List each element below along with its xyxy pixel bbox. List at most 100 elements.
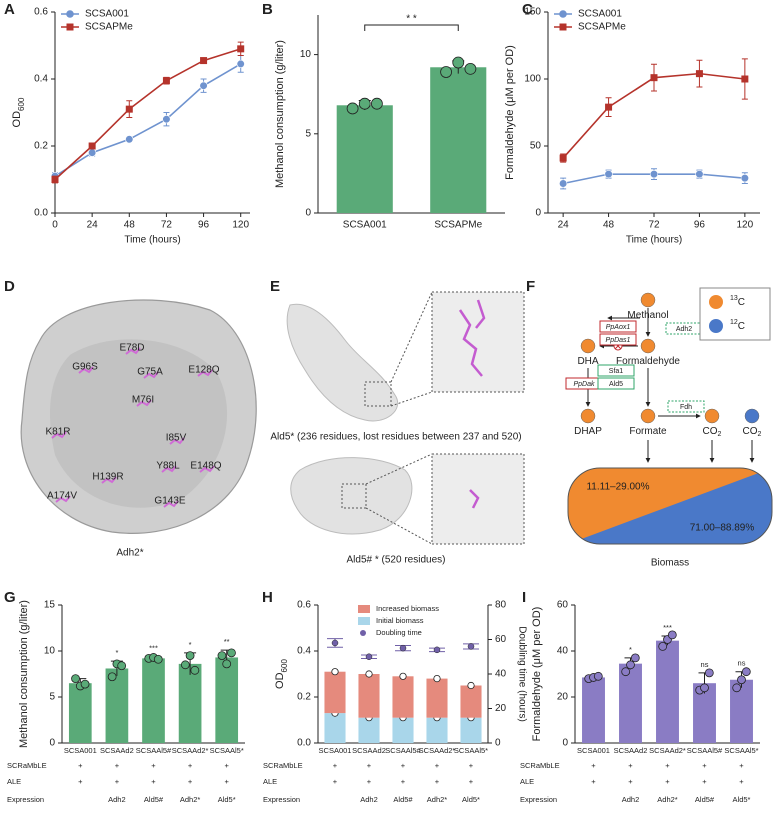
replicate-point <box>358 97 371 110</box>
replicate-point <box>227 648 236 658</box>
row-cell: + <box>367 777 372 786</box>
replicate-point <box>626 660 635 670</box>
residue-stick <box>161 465 177 473</box>
y2-tick-label: 20 <box>495 703 507 714</box>
panel-label: A <box>4 1 15 18</box>
metabolite-label: DHAP <box>574 426 602 437</box>
zoom-lines <box>365 453 433 545</box>
marker <box>649 170 659 179</box>
replicate-point <box>107 672 117 682</box>
bar <box>656 640 679 743</box>
series-line <box>54 63 242 177</box>
row-cell: Ald5* <box>733 795 751 804</box>
replicate-point <box>741 667 751 677</box>
structure-caption: Adh2* <box>116 548 143 559</box>
biomass-outline <box>567 467 773 545</box>
legend-label: SCSA001 <box>578 9 622 20</box>
replicate-point <box>464 62 477 75</box>
metabolite-label: CO2 <box>703 426 722 439</box>
replicate-point <box>737 675 746 685</box>
marker <box>200 57 208 65</box>
replicate-point <box>440 66 452 78</box>
row-cell: + <box>401 777 406 786</box>
x-tick-label: 24 <box>87 220 99 231</box>
row-cell: + <box>78 777 83 786</box>
row-label: SCRaMbLE <box>263 761 303 770</box>
y-tick-label: 100 <box>524 74 541 85</box>
residue-stick <box>169 437 185 445</box>
y-axis-label: OD600 <box>274 659 289 689</box>
marker <box>650 74 658 82</box>
replicate-point <box>667 630 677 640</box>
mutation-label: H139R <box>92 472 123 483</box>
bar-segment <box>426 717 448 743</box>
mutation-label: K81R <box>45 427 70 438</box>
y-axis-label: Formaldehyde (μM per OD) <box>504 45 516 180</box>
mutation-label: G143E <box>154 496 185 507</box>
bar-segment <box>358 717 380 743</box>
metabolite-node <box>744 408 760 424</box>
significance: * <box>115 648 118 657</box>
row-cell: + <box>367 761 372 770</box>
replicate-point <box>117 661 127 671</box>
row-cell: + <box>665 777 670 786</box>
legend-marker <box>709 319 723 333</box>
x-tick-label: SCSA001 <box>343 220 387 231</box>
mutation-label: G96S <box>72 362 98 373</box>
significance: *** <box>149 644 158 653</box>
y-tick-label: 0 <box>562 738 568 749</box>
protein-ribbon <box>286 303 398 422</box>
metabolite-label: Formaldehyde <box>616 356 680 367</box>
row-cell: + <box>188 777 193 786</box>
bar <box>142 658 165 743</box>
row-cell: + <box>702 761 707 770</box>
y-tick-label: 50 <box>530 141 542 152</box>
residue-stick <box>125 347 141 355</box>
replicate-point <box>346 102 359 115</box>
y-tick-label: 0.2 <box>297 692 311 703</box>
row-cell: + <box>151 777 156 786</box>
row-cell: Ald5# <box>695 795 715 804</box>
replicate-point <box>71 674 80 683</box>
enzyme-box <box>599 320 637 333</box>
replicate-point <box>190 665 200 675</box>
metabolite-node <box>580 408 596 424</box>
metabolite-node <box>704 408 720 424</box>
row-cell: Ald5* <box>462 795 480 804</box>
mutation-label: Y88L <box>156 461 180 472</box>
enzyme-label: Sfa1 <box>609 368 624 375</box>
y-axis-label-text: OD <box>274 672 286 689</box>
marker <box>236 59 245 69</box>
doubling-point <box>399 644 407 652</box>
row-cell: + <box>188 761 193 770</box>
structure-caption: Ald5* (236 residues, lost residues betwe… <box>270 432 521 443</box>
legend-label: 13C <box>730 295 745 307</box>
residue-stick <box>163 500 179 508</box>
row-label: SCRaMbLE <box>520 761 560 770</box>
panel-label: G <box>4 589 16 606</box>
y-tick-label: 0 <box>535 208 541 219</box>
y2-axis-label: Doubling time (hours) <box>516 626 527 722</box>
isotope-mass: 12 <box>730 319 738 326</box>
replicate-point <box>732 683 742 693</box>
marker <box>559 154 567 162</box>
biomass-share: 11.11–29.00% <box>586 482 649 493</box>
metabolite-label: DHA <box>577 356 598 367</box>
row-cell: + <box>628 777 633 786</box>
x-tick-label: SCSA001 <box>319 746 352 755</box>
x-tick-label: 0 <box>52 220 58 231</box>
y2-tick-label: 60 <box>495 634 507 645</box>
metabolite-name: Formaldehyde <box>616 356 680 367</box>
y-axis-label: Methanol consumption (g/liter) <box>274 40 286 188</box>
residue-stick <box>101 476 117 484</box>
x-tick-label: SCSAAl5# <box>136 746 172 755</box>
doubling-point <box>365 653 373 660</box>
legend-marker <box>559 23 567 31</box>
legend-marker <box>66 10 74 18</box>
enzyme-box <box>597 377 635 390</box>
bar-segment <box>460 717 482 743</box>
replicate-point <box>153 654 163 664</box>
row-cell: + <box>333 777 338 786</box>
isotope-element: C <box>738 297 745 308</box>
panel-label: H <box>262 589 273 606</box>
